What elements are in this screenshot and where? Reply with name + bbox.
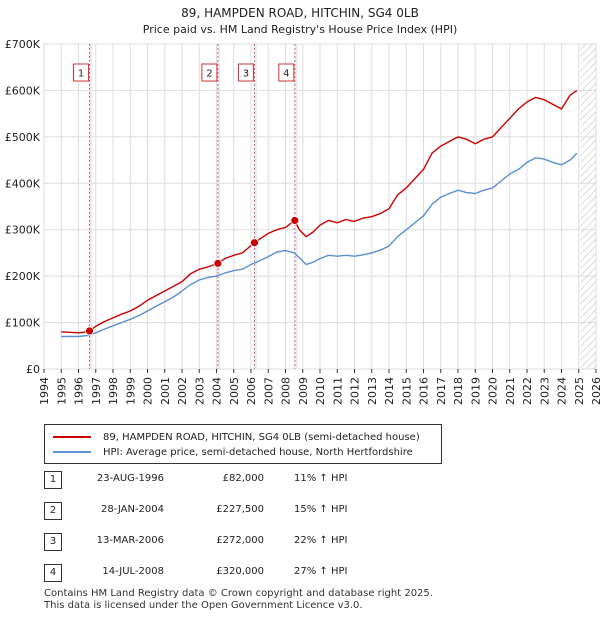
sale-period-shade	[217, 44, 220, 369]
sale-label-text: 1	[78, 69, 84, 80]
sale-date: 28-JAN-2004	[100, 504, 164, 515]
future-hatched-area	[580, 44, 596, 369]
y-tick-label: £0	[26, 363, 40, 376]
x-tick-label: 2013	[366, 377, 379, 405]
footer-line-licence: This data is licensed under the Open Gov…	[44, 600, 363, 611]
sale-date: 14-JUL-2008	[102, 566, 164, 577]
sale-number-badge: 1	[44, 471, 62, 489]
sale-point	[290, 216, 300, 225]
x-tick-label: 2005	[228, 377, 241, 405]
sale-price: £272,000	[216, 535, 264, 546]
sale-number-badge: 3	[44, 533, 62, 551]
legend-item-hpi: HPI: Average price, semi-detached house,…	[53, 445, 413, 459]
x-tick-label: 1999	[124, 377, 137, 405]
sale-hpi-change: 27% ↑ HPI	[294, 566, 348, 577]
x-tick-label: 2018	[452, 377, 465, 405]
y-tick-label: £200K	[5, 270, 41, 283]
x-tick-label: 2019	[469, 377, 482, 405]
sale-label-text: 2	[206, 69, 212, 80]
legend-item-price-paid: 89, HAMPDEN ROAD, HITCHIN, SG4 0LB (semi…	[53, 430, 420, 444]
x-tick-label: 2024	[556, 377, 569, 405]
sale-date: 23-AUG-1996	[96, 473, 164, 484]
x-tick-label: 1998	[107, 377, 120, 405]
footer-attribution: Contains HM Land Registry data © Crown c…	[44, 588, 433, 612]
x-tick-label: 2004	[211, 377, 224, 405]
sale-price: £82,000	[222, 473, 264, 484]
sale-period-shade	[89, 44, 93, 369]
sale-date: 13-MAR-2006	[96, 535, 164, 546]
x-tick-label: 2025	[573, 377, 586, 405]
legend-swatch-hpi	[53, 451, 91, 453]
chart-legend: 89, HAMPDEN ROAD, HITCHIN, SG4 0LB (semi…	[44, 424, 442, 464]
hpi-line	[61, 152, 578, 338]
x-tick-label: 2003	[193, 377, 206, 405]
x-tick-label: 1996	[73, 377, 86, 405]
legend-swatch-price-paid	[53, 436, 91, 438]
chart-title: 89, HAMPDEN ROAD, HITCHIN, SG4 0LB	[181, 6, 419, 20]
y-tick-label: £100K	[5, 317, 41, 330]
x-tick-label: 2023	[538, 377, 551, 405]
sale-point	[213, 258, 223, 268]
legend-label-hpi: HPI: Average price, semi-detached house,…	[103, 446, 413, 458]
x-tick-label: 2009	[297, 377, 310, 405]
x-tick-label: 2001	[159, 377, 172, 405]
footer-line-copyright: Contains HM Land Registry data © Crown c…	[44, 588, 433, 599]
x-tick-label: 2022	[521, 377, 534, 405]
x-tick-label: 2002	[176, 377, 189, 405]
sale-label-text: 3	[243, 69, 249, 80]
x-tick-label: 2026	[590, 377, 600, 405]
x-tick-label: 2007	[262, 377, 275, 405]
sale-hpi-change: 15% ↑ HPI	[294, 504, 348, 515]
sale-label-box	[201, 63, 218, 82]
sale-number-badge: 2	[44, 502, 62, 520]
sale-label-box	[73, 63, 90, 82]
x-tick-label: 2021	[504, 377, 517, 405]
sale-period-shade	[294, 44, 298, 369]
sale-label-box	[278, 63, 295, 82]
y-tick-label: £500K	[5, 131, 41, 144]
x-tick-label: 2012	[349, 377, 362, 405]
x-tick-label: 2020	[487, 377, 500, 405]
sale-number-badge: 4	[44, 564, 62, 582]
x-tick-label: 2016	[418, 377, 431, 405]
y-tick-label: £700K	[5, 38, 41, 51]
x-tick-label: 2017	[435, 377, 448, 405]
sale-label-text: 4	[283, 69, 289, 80]
x-tick-label: 2014	[383, 377, 396, 405]
price-paid-line	[61, 89, 578, 334]
sale-hpi-change: 11% ↑ HPI	[294, 473, 348, 484]
sale-hpi-change: 22% ↑ HPI	[294, 535, 348, 546]
x-tick-label: 2006	[245, 377, 258, 405]
x-tick-label: 2015	[400, 377, 413, 405]
chart-subtitle: Price paid vs. HM Land Registry's House …	[143, 23, 458, 36]
x-tick-label: 1994	[38, 377, 51, 405]
y-tick-label: £300K	[5, 224, 41, 237]
sale-price: £320,000	[216, 566, 264, 577]
x-tick-label: 2008	[280, 377, 293, 405]
x-tick-label: 1995	[55, 377, 68, 405]
x-tick-label: 1997	[90, 377, 103, 405]
sale-period-shade	[254, 44, 258, 369]
sale-point	[250, 238, 259, 248]
x-tick-label: 2000	[142, 377, 155, 405]
x-tick-label: 2010	[314, 377, 327, 405]
y-tick-label: £400K	[5, 177, 41, 190]
legend-label-price-paid: 89, HAMPDEN ROAD, HITCHIN, SG4 0LB (semi…	[103, 431, 420, 443]
sale-label-box	[237, 63, 254, 82]
sale-price: £227,500	[216, 504, 264, 515]
y-tick-label: £600K	[5, 84, 41, 97]
sale-point	[85, 326, 94, 336]
price-chart: 89, HAMPDEN ROAD, HITCHIN, SG4 0LB Price…	[5, 6, 600, 405]
x-tick-label: 2011	[331, 377, 344, 405]
